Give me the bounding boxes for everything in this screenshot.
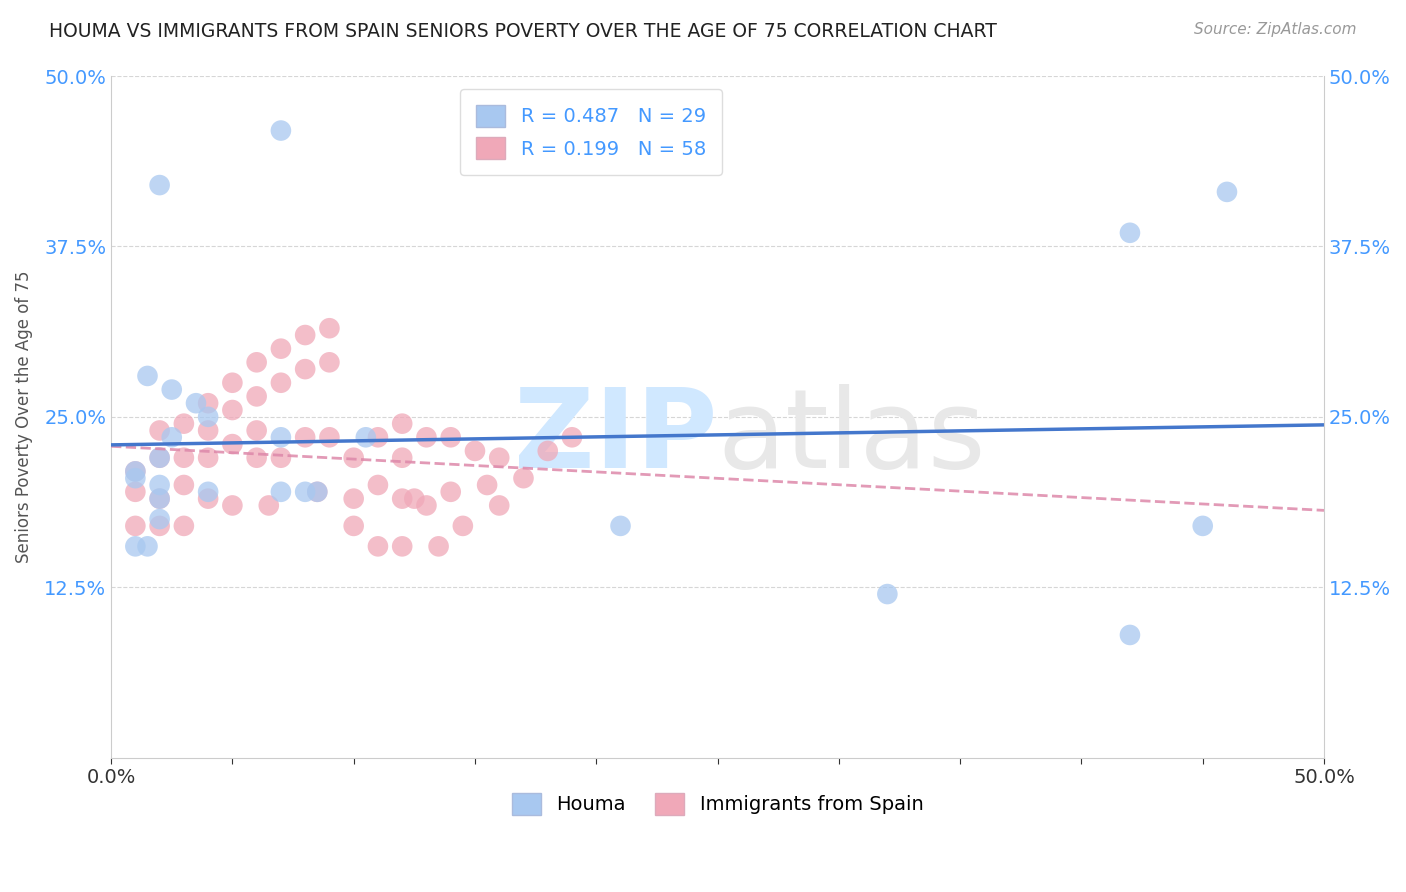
Point	[270, 450, 292, 465]
Point	[246, 355, 269, 369]
Y-axis label: Seniors Poverty Over the Age of 75: Seniors Poverty Over the Age of 75	[15, 270, 32, 563]
Point	[149, 478, 172, 492]
Point	[294, 362, 316, 376]
Point	[391, 417, 413, 431]
Point	[173, 478, 195, 492]
Point	[221, 437, 243, 451]
Point	[440, 430, 463, 444]
Point	[197, 484, 219, 499]
Point	[537, 444, 560, 458]
Point	[1119, 628, 1142, 642]
Point	[440, 484, 463, 499]
Point	[149, 424, 172, 438]
Point	[294, 484, 316, 499]
Point	[391, 491, 413, 506]
Point	[451, 519, 474, 533]
Point	[197, 409, 219, 424]
Point	[124, 539, 146, 553]
Point	[1216, 185, 1239, 199]
Point	[149, 512, 172, 526]
Point	[136, 539, 159, 553]
Point	[391, 539, 413, 553]
Point	[149, 450, 172, 465]
Point	[149, 519, 172, 533]
Point	[124, 464, 146, 478]
Point	[246, 389, 269, 403]
Text: ZIP: ZIP	[515, 384, 717, 491]
Point	[609, 519, 631, 533]
Point	[1119, 226, 1142, 240]
Point	[124, 464, 146, 478]
Point	[270, 484, 292, 499]
Point	[221, 403, 243, 417]
Point	[270, 342, 292, 356]
Point	[475, 478, 498, 492]
Point	[160, 430, 183, 444]
Point	[124, 484, 146, 499]
Point	[415, 430, 437, 444]
Point	[257, 499, 280, 513]
Point	[136, 368, 159, 383]
Point	[367, 539, 389, 553]
Point	[221, 376, 243, 390]
Legend: Houma, Immigrants from Spain: Houma, Immigrants from Spain	[503, 785, 931, 823]
Point	[246, 450, 269, 465]
Point	[173, 450, 195, 465]
Point	[173, 417, 195, 431]
Text: Source: ZipAtlas.com: Source: ZipAtlas.com	[1194, 22, 1357, 37]
Point	[197, 396, 219, 410]
Point	[415, 499, 437, 513]
Point	[149, 450, 172, 465]
Point	[149, 178, 172, 192]
Point	[149, 491, 172, 506]
Point	[294, 328, 316, 343]
Text: HOUMA VS IMMIGRANTS FROM SPAIN SENIORS POVERTY OVER THE AGE OF 75 CORRELATION CH: HOUMA VS IMMIGRANTS FROM SPAIN SENIORS P…	[49, 22, 997, 41]
Point	[367, 478, 389, 492]
Point	[246, 424, 269, 438]
Point	[427, 539, 450, 553]
Point	[184, 396, 207, 410]
Point	[270, 123, 292, 137]
Point	[307, 484, 329, 499]
Point	[512, 471, 534, 485]
Point	[318, 355, 340, 369]
Point	[876, 587, 898, 601]
Point	[160, 383, 183, 397]
Point	[488, 450, 510, 465]
Point	[197, 424, 219, 438]
Point	[343, 519, 366, 533]
Point	[488, 499, 510, 513]
Point	[197, 450, 219, 465]
Point	[561, 430, 583, 444]
Point	[343, 491, 366, 506]
Point	[307, 484, 329, 499]
Point	[124, 519, 146, 533]
Point	[270, 430, 292, 444]
Point	[221, 499, 243, 513]
Point	[367, 430, 389, 444]
Point	[270, 376, 292, 390]
Point	[343, 450, 366, 465]
Point	[318, 430, 340, 444]
Point	[173, 519, 195, 533]
Point	[391, 450, 413, 465]
Point	[318, 321, 340, 335]
Text: atlas: atlas	[717, 384, 986, 491]
Point	[294, 430, 316, 444]
Point	[464, 444, 486, 458]
Point	[197, 491, 219, 506]
Point	[1191, 519, 1213, 533]
Point	[354, 430, 377, 444]
Point	[404, 491, 426, 506]
Point	[124, 471, 146, 485]
Point	[149, 491, 172, 506]
